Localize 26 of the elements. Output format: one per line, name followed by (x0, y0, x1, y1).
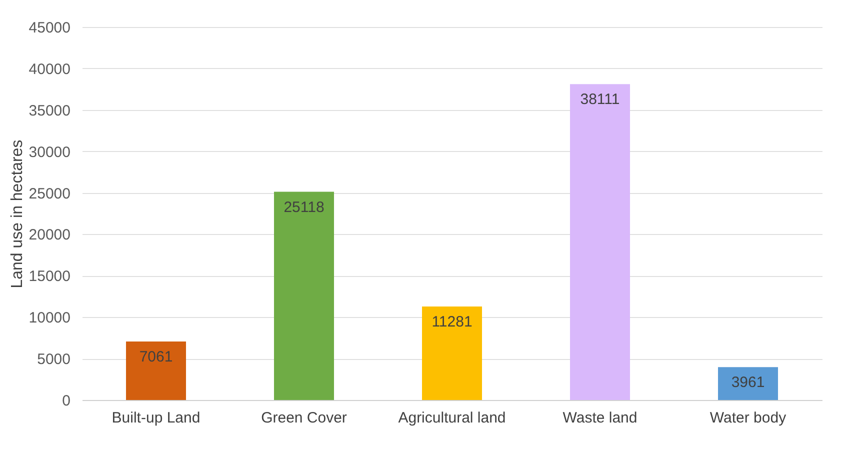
y-tick-label: 20000 (28, 226, 70, 244)
y-tick-label: 10000 (28, 310, 70, 327)
x-tick-label: Built-up Land (112, 410, 200, 426)
y-axis-title: Land use in hectares (8, 140, 26, 288)
data-label: 3961 (731, 374, 765, 392)
bar (718, 367, 778, 400)
data-label: 25118 (284, 198, 324, 216)
y-tick-label: 30000 (28, 144, 70, 161)
bar (274, 192, 334, 400)
x-tick-label: Waste land (562, 410, 638, 426)
data-label: 38111 (580, 91, 620, 108)
y-tick-label: 5000 (37, 351, 70, 368)
y-tick-label: 0 (62, 392, 70, 410)
bar (126, 341, 186, 400)
bar (570, 84, 630, 400)
x-tick-label: Water body (710, 410, 787, 426)
bar (422, 306, 482, 400)
y-tick-label: 15000 (28, 268, 70, 286)
x-tick-label: Green Cover (261, 410, 347, 426)
y-tick-label: 25000 (28, 185, 70, 202)
y-tick-label: 35000 (28, 102, 70, 120)
data-label: 7061 (139, 348, 173, 366)
x-tick-label: Agricultural land (398, 410, 506, 426)
y-tick-label: 45000 (28, 20, 70, 36)
data-label: 11281 (432, 313, 472, 330)
y-tick-label: 40000 (28, 60, 70, 78)
